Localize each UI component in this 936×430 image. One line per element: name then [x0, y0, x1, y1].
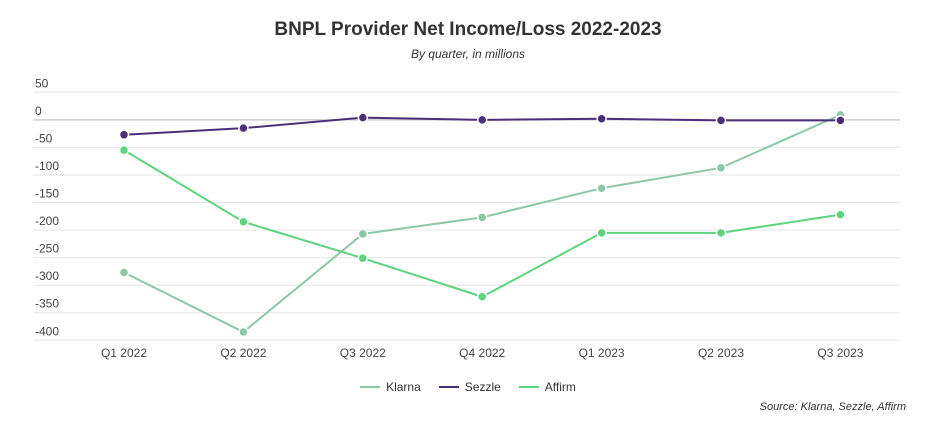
x-tick-label: Q1 2022 — [101, 346, 147, 360]
legend-item-klarna[interactable]: Klarna — [360, 380, 421, 394]
y-tick-label: 50 — [35, 76, 49, 90]
x-tick-label: Q3 2023 — [817, 346, 863, 360]
sezzle-point — [357, 112, 369, 123]
legend: Klarna Sezzle Affirm — [0, 380, 936, 394]
chart-subtitle: By quarter, in millions — [410, 47, 526, 61]
sezzle-point — [715, 115, 727, 126]
affirm-point — [596, 227, 607, 239]
affirm-point — [476, 291, 488, 303]
klarna-point — [476, 212, 488, 223]
affirm-point — [118, 144, 130, 156]
y-tick-label: -200 — [35, 214, 59, 228]
legend-swatch — [360, 386, 381, 388]
legend-item-sezzle[interactable]: Sezzle — [438, 380, 501, 394]
y-tick-label: -100 — [35, 159, 59, 173]
klarna-point — [118, 267, 130, 278]
x-tick-label: Q1 2023 — [579, 346, 625, 360]
legend-item-affirm[interactable]: Affirm — [518, 380, 576, 394]
x-tick-label: Q2 2022 — [220, 346, 266, 360]
legend-swatch — [518, 386, 539, 388]
klarna-point — [357, 228, 369, 240]
affirm-point — [835, 209, 846, 220]
x-tick-label: Q4 2022 — [459, 346, 505, 360]
sezzle-point — [476, 114, 488, 126]
klarna-point — [596, 182, 607, 194]
source-note: Source: Klarna, Sezzle, Affirm — [759, 401, 906, 413]
y-tick-label: 0 — [35, 104, 42, 118]
y-tick-label: -50 — [35, 131, 53, 145]
y-tick-label: -300 — [35, 269, 59, 283]
sezzle-point — [238, 122, 249, 134]
x-tick-label: Q3 2022 — [340, 346, 386, 360]
klarna-point — [238, 326, 249, 338]
y-tick-label: -400 — [35, 324, 59, 338]
legend-label: Sezzle — [464, 380, 501, 394]
y-tick-label: -350 — [35, 297, 59, 311]
klarna-point — [715, 162, 727, 174]
legend-label: Klarna — [386, 380, 421, 394]
affirm-point — [357, 252, 369, 264]
affirm-point — [238, 216, 249, 228]
y-tick-label: -150 — [35, 187, 59, 201]
sezzle-point — [835, 115, 846, 126]
affirm-point — [715, 227, 727, 239]
chart-title: BNPL Provider Net Income/Loss 2022-2023 — [274, 19, 662, 40]
sezzle-point — [596, 113, 607, 125]
legend-label: Affirm — [544, 380, 576, 394]
sezzle-point — [118, 129, 130, 140]
legend-swatch — [438, 386, 459, 388]
y-tick-label: -250 — [35, 242, 59, 256]
x-tick-label: Q2 2023 — [698, 346, 744, 360]
affirm-line — [123, 149, 841, 298]
